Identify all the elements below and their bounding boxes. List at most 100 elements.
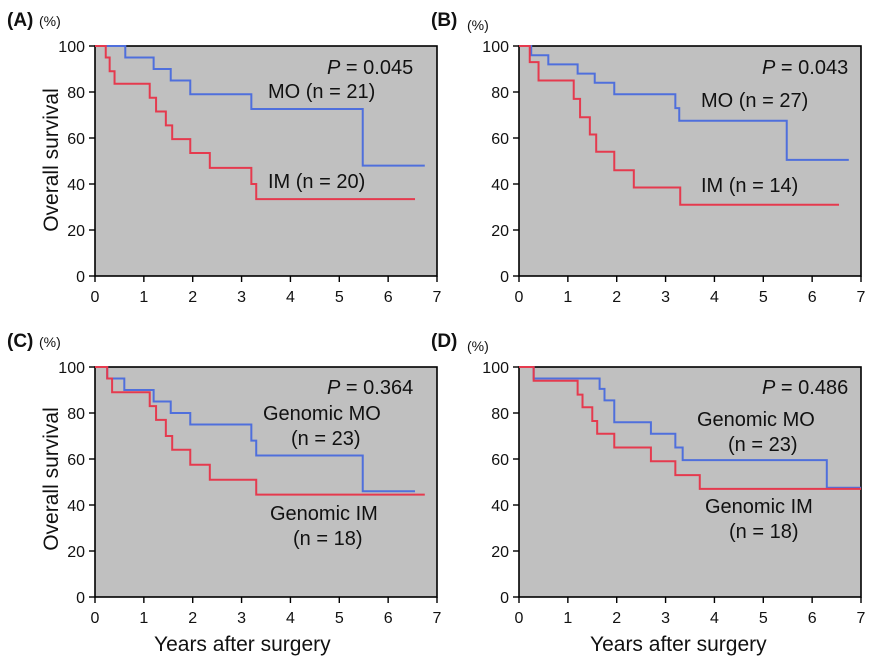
x-tick-label: 2 [612, 610, 621, 627]
y-tick-label: 100 [482, 360, 509, 377]
p-value: P = 0.045 [327, 57, 413, 79]
x-tick-label: 4 [286, 610, 295, 627]
y-unit-label: (%) [39, 334, 61, 350]
x-tick-label: 5 [335, 289, 344, 306]
y-tick-label: 20 [67, 223, 85, 240]
x-axis-title-right: Years after surgery [590, 633, 767, 656]
y-tick-label: 80 [67, 406, 85, 423]
mo-survival-curve [95, 45, 425, 167]
mo-series-label: Genomic MO [697, 409, 815, 431]
x-tick-label: 2 [612, 289, 621, 306]
y-tick-label: 0 [76, 269, 85, 286]
x-tick-label: 7 [433, 289, 442, 306]
x-tick-label: 5 [759, 610, 768, 627]
mo-survival-curve [519, 45, 849, 161]
im-survival-curve [95, 45, 416, 201]
x-tick-label: 7 [433, 610, 442, 627]
x-tick-label: 6 [384, 610, 393, 627]
y-unit-label: (%) [467, 338, 489, 354]
y-tick-label: 60 [491, 452, 509, 469]
x-tick-label: 3 [661, 289, 670, 306]
panel-label: (B) [431, 10, 457, 31]
x-tick-label: 4 [710, 289, 719, 306]
x-tick-label: 0 [515, 610, 524, 627]
im-survival-curve [95, 366, 425, 496]
plot-area [94, 45, 438, 277]
panel-label: (C) [7, 331, 33, 352]
y-tick-label: 0 [500, 590, 509, 607]
y-tick-label: 80 [67, 85, 85, 102]
x-tick-label: 0 [91, 610, 100, 627]
x-tick-label: 7 [857, 289, 866, 306]
y-tick-label: 80 [491, 85, 509, 102]
im-series-label: Genomic IM [270, 503, 378, 525]
x-tick-label: 4 [710, 610, 719, 627]
panel-3: (D) (%) 0 20 40 60 80 100 0 1 2 3 4 5 6 7 Genomic MO (n =… [431, 331, 866, 627]
im-series-label: (n = 18) [293, 528, 362, 550]
y-tick-label: 80 [491, 406, 509, 423]
x-tick-label: 5 [759, 289, 768, 306]
x-tick-label: 3 [237, 610, 246, 627]
x-tick-label: 1 [563, 610, 572, 627]
x-tick-label: 0 [91, 289, 100, 306]
x-tick-label: 7 [857, 610, 866, 627]
im-series-label: IM (n = 14) [701, 175, 798, 197]
y-tick-label: 100 [482, 39, 509, 56]
y-tick-label: 0 [76, 590, 85, 607]
p-value: P = 0.043 [762, 57, 848, 79]
y-unit-label: (%) [467, 17, 489, 33]
y-tick-label: 60 [67, 452, 85, 469]
panel-label: (A) [7, 10, 33, 31]
panel-0: (A) (%) 0 20 40 60 80 100 0 1 2 3 4 5 6 7 MO (n = 21) IM … [7, 10, 442, 306]
x-tick-label: 2 [188, 610, 197, 627]
im-series-label: Genomic IM [705, 496, 813, 518]
y-tick-label: 100 [58, 360, 85, 377]
x-tick-label: 5 [335, 610, 344, 627]
x-tick-label: 1 [563, 289, 572, 306]
y-tick-label: 20 [67, 544, 85, 561]
mo-series-label: MO (n = 21) [268, 81, 375, 103]
im-series-label: (n = 18) [729, 521, 798, 543]
panel-1: (B) (%) 0 20 40 60 80 100 0 1 2 3 4 5 6 7 MO (n = 27) IM … [431, 10, 866, 306]
mo-series-label: (n = 23) [728, 434, 797, 456]
y-tick-label: 40 [67, 177, 85, 194]
x-axis-title-left: Years after surgery [154, 633, 331, 656]
x-tick-label: 3 [237, 289, 246, 306]
mo-series-label: Genomic MO [263, 403, 381, 425]
panel-2: (C) (%) 0 20 40 60 80 100 0 1 2 3 4 5 6 7 Genomic MO (n =… [7, 331, 442, 627]
im-series-label: IM (n = 20) [268, 171, 365, 193]
panel-label: (D) [431, 331, 457, 352]
plot-area [94, 366, 438, 598]
x-tick-label: 0 [515, 289, 524, 306]
y-tick-label: 40 [491, 177, 509, 194]
y-tick-label: 100 [58, 39, 85, 56]
mo-survival-curve [519, 366, 861, 489]
im-survival-curve [519, 366, 861, 490]
x-tick-label: 1 [139, 289, 148, 306]
plot-area [518, 366, 862, 598]
im-survival-curve [519, 45, 840, 206]
y-tick-label: 60 [491, 131, 509, 148]
x-tick-label: 1 [139, 610, 148, 627]
y-tick-label: 0 [500, 269, 509, 286]
x-tick-label: 6 [808, 610, 817, 627]
p-value: P = 0.364 [327, 377, 413, 399]
x-tick-label: 6 [384, 289, 393, 306]
y-axis-title-bottom: Overall survival [40, 407, 63, 551]
mo-series-label: (n = 23) [291, 428, 360, 450]
y-tick-label: 40 [67, 498, 85, 515]
y-tick-label: 40 [491, 498, 509, 515]
x-tick-label: 3 [661, 610, 670, 627]
y-axis-title-top: Overall survival [40, 88, 63, 232]
plot-area [518, 45, 862, 277]
p-value: P = 0.486 [762, 377, 848, 399]
y-unit-label: (%) [39, 13, 61, 29]
x-tick-label: 4 [286, 289, 295, 306]
x-tick-label: 2 [188, 289, 197, 306]
y-tick-label: 20 [491, 544, 509, 561]
y-tick-label: 60 [67, 131, 85, 148]
x-tick-label: 6 [808, 289, 817, 306]
mo-survival-curve [95, 366, 416, 493]
